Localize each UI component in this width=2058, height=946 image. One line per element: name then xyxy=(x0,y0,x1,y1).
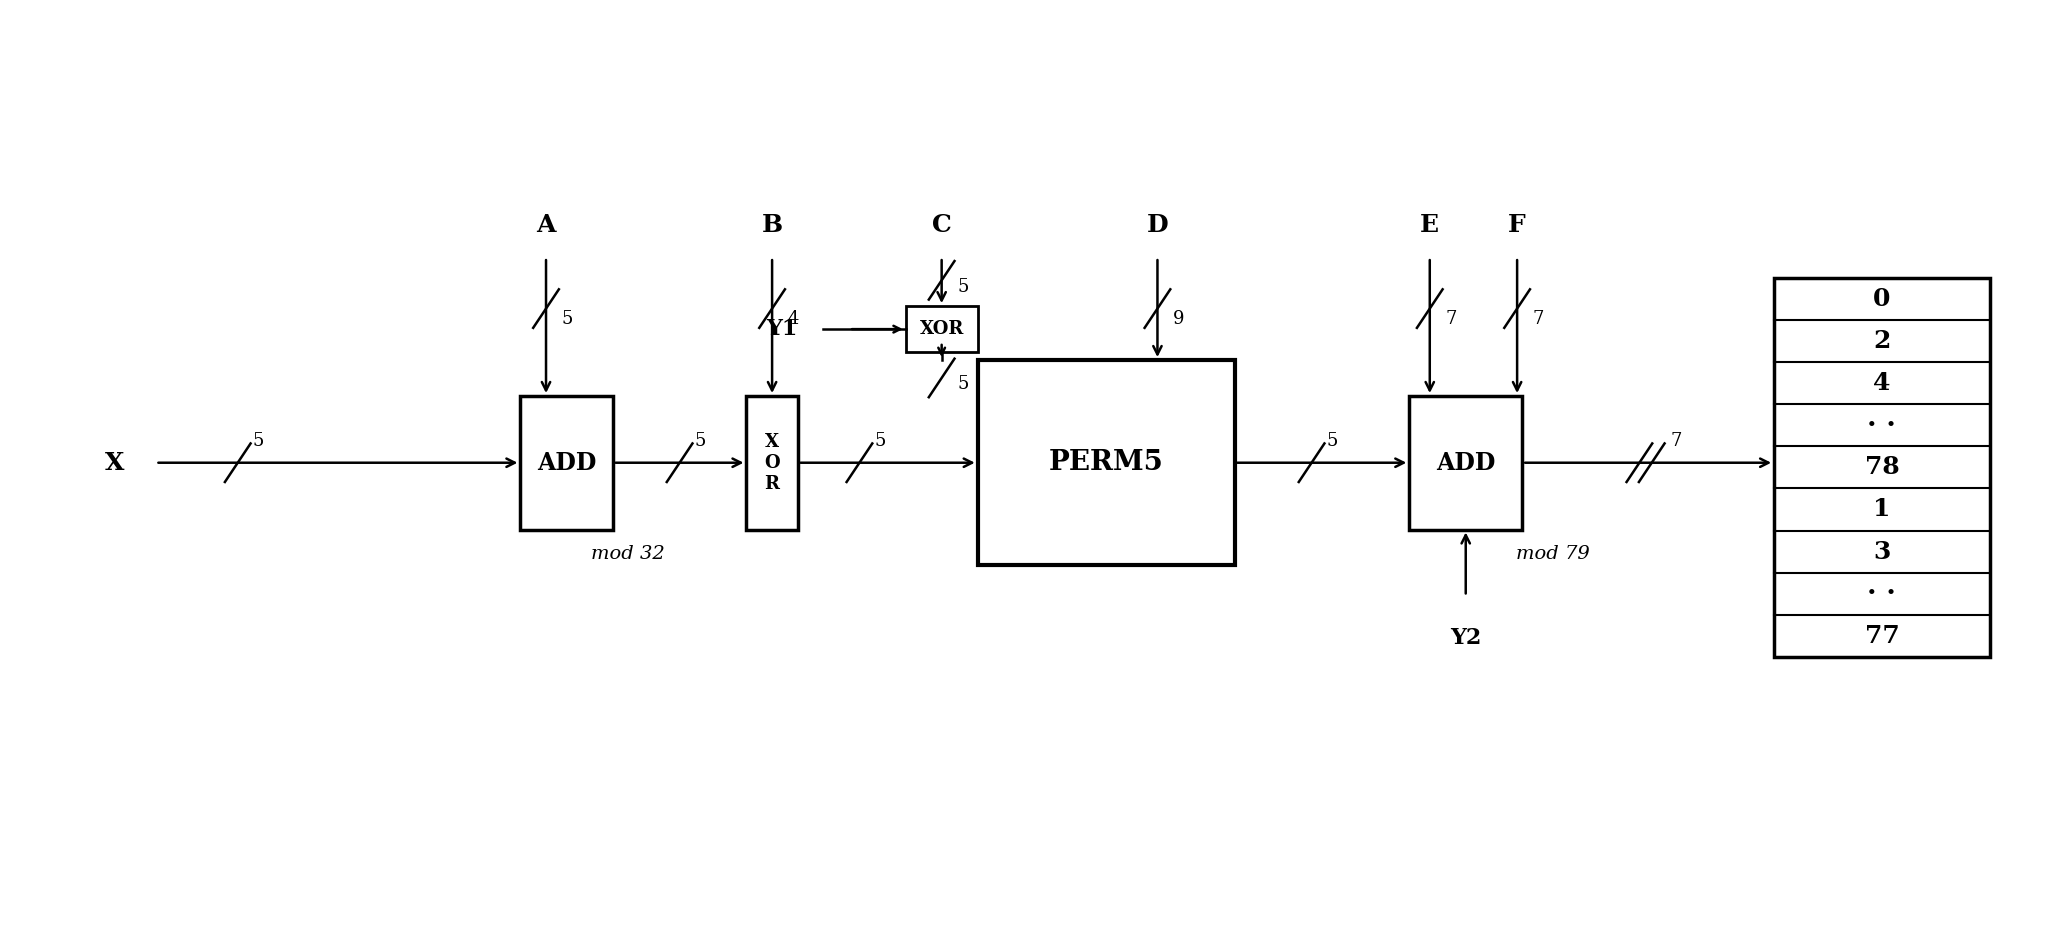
Text: 5: 5 xyxy=(694,432,706,450)
Text: B: B xyxy=(761,213,782,236)
Text: 5: 5 xyxy=(957,376,969,394)
Bar xyxy=(906,306,978,352)
Text: 0: 0 xyxy=(1873,287,1891,311)
Text: 7: 7 xyxy=(1533,310,1544,328)
Text: PERM5: PERM5 xyxy=(1050,449,1163,476)
Text: 7: 7 xyxy=(1445,310,1457,328)
Text: C: C xyxy=(932,213,951,236)
Text: mod 79: mod 79 xyxy=(1517,545,1591,563)
Bar xyxy=(521,396,613,530)
Bar xyxy=(978,360,1235,566)
Text: 5: 5 xyxy=(1327,432,1338,450)
Text: 5: 5 xyxy=(253,432,263,450)
Bar xyxy=(1774,278,1990,657)
Text: 5: 5 xyxy=(562,310,572,328)
Text: X
O
R: X O R xyxy=(764,433,780,493)
Text: A: A xyxy=(537,213,556,236)
Text: · ·: · · xyxy=(1867,580,1895,607)
Text: 2: 2 xyxy=(1873,329,1891,353)
Text: 78: 78 xyxy=(1865,455,1900,480)
Text: 4: 4 xyxy=(1873,371,1891,395)
Text: 9: 9 xyxy=(1173,310,1183,328)
Text: F: F xyxy=(1509,213,1525,236)
Text: 5: 5 xyxy=(875,432,885,450)
Text: E: E xyxy=(1420,213,1439,236)
Text: 4: 4 xyxy=(788,310,799,328)
Bar xyxy=(1410,396,1523,530)
Text: XOR: XOR xyxy=(920,320,963,338)
Text: X: X xyxy=(105,450,126,475)
Text: ADD: ADD xyxy=(537,450,597,475)
Text: mod 32: mod 32 xyxy=(591,545,665,563)
Text: 3: 3 xyxy=(1873,539,1891,564)
Text: Y2: Y2 xyxy=(1451,627,1482,649)
Text: 5: 5 xyxy=(957,278,969,296)
Text: 7: 7 xyxy=(1671,432,1681,450)
Text: · ·: · · xyxy=(1867,412,1895,439)
Text: 1: 1 xyxy=(1873,498,1891,521)
Text: 77: 77 xyxy=(1865,623,1900,648)
Text: D: D xyxy=(1146,213,1169,236)
Text: ADD: ADD xyxy=(1436,450,1496,475)
Bar xyxy=(747,396,799,530)
Text: Y1: Y1 xyxy=(766,318,799,341)
